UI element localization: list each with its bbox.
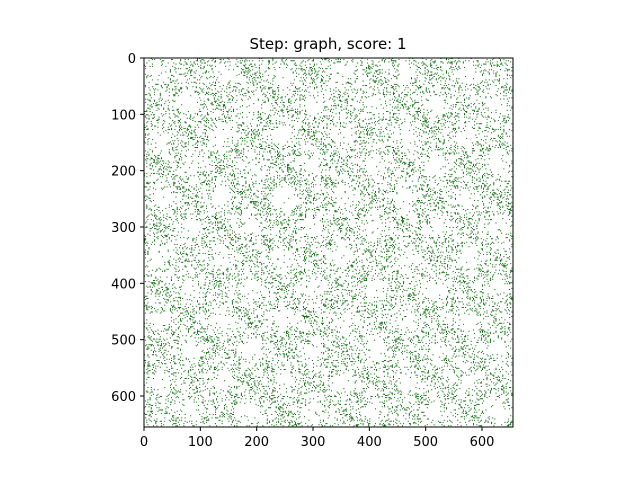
y-tick-label: 400 (111, 277, 136, 292)
y-tick-label: 0 (128, 52, 136, 67)
x-tick-label: 200 (244, 435, 269, 450)
chart-title: Step: graph, score: 1 (249, 35, 406, 53)
x-tick-label: 400 (357, 435, 382, 450)
x-tick-label: 300 (301, 435, 326, 450)
x-tick-label: 100 (188, 435, 213, 450)
x-axis: 0 100 200 300 400 500 600 (140, 427, 495, 450)
y-tick-label: 600 (111, 390, 136, 405)
x-tick-label: 0 (140, 435, 148, 450)
y-tick-label: 100 (111, 108, 136, 123)
y-axis: 0 100 200 300 400 500 600 (111, 52, 144, 405)
y-tick-label: 300 (111, 221, 136, 236)
x-tick-label: 600 (470, 435, 495, 450)
matrix-points (144, 58, 514, 428)
x-tick-label: 500 (413, 435, 438, 450)
plot-frame (143, 57, 514, 428)
y-tick-label: 200 (111, 165, 136, 180)
matrix-nonzero-cells (144, 58, 514, 428)
y-tick-label: 500 (111, 334, 136, 349)
